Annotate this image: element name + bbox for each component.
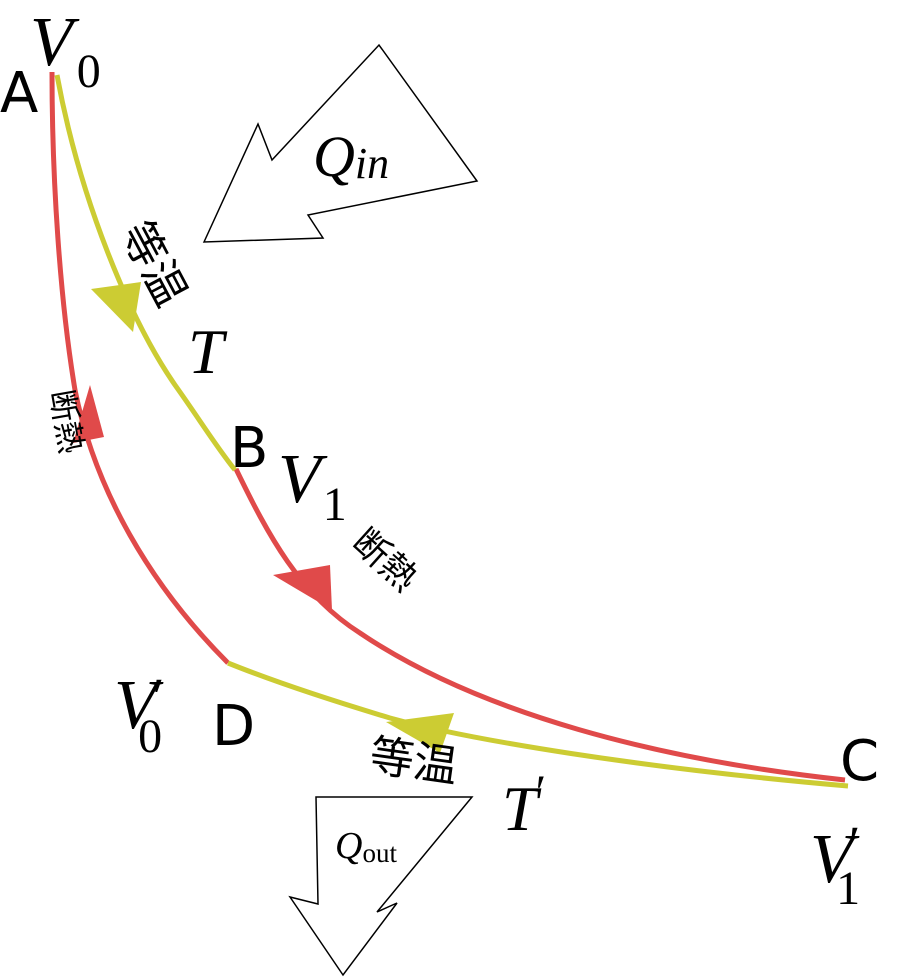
adiabat-da-curve [49,71,230,665]
qin-label: Qin [313,124,389,189]
point-a-label: A [0,61,38,126]
point-d-label: D [212,694,255,759]
qout-label: Qout [335,825,397,868]
direction-arrow-icon [386,713,454,753]
temp-high-label: T [188,316,228,387]
direction-arrow-icon [73,385,104,443]
v0-prime-label: V′ 0 [114,667,164,763]
v1-label: V1 [278,441,347,531]
isothermal-low-label: 等温 [366,730,460,793]
direction-arrow-icon [91,282,141,332]
point-b-label: B [230,416,268,481]
temp-low-label: T′ [502,766,546,844]
heat-out-arrow-icon [288,796,474,977]
adiabatic-expansion-label: 断熱 [344,521,425,600]
direction-arrow-icon [273,565,332,610]
v1-prime-label: V′ 1 [810,817,860,915]
point-c-label: C [840,729,879,794]
v0-label: V0 [30,4,101,98]
adiabat-bc-curve [233,467,846,783]
adiabatic-compression-label: 断熱 [42,387,91,457]
isotherm-ab-curve [54,74,237,472]
heat-in-arrow-icon [202,43,479,243]
